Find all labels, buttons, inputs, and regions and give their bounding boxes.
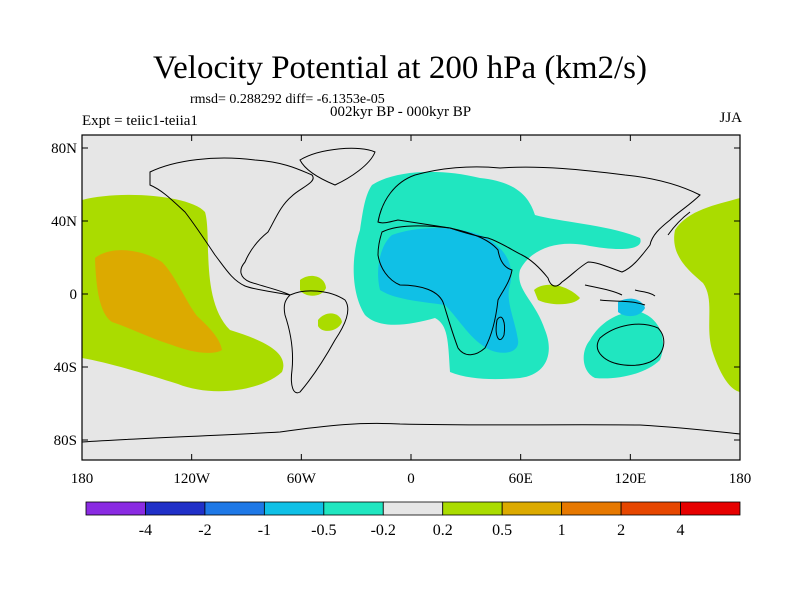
x-tick-label: 120E <box>614 471 646 487</box>
coastline-australia <box>596 323 665 366</box>
experiment-label: Expt = teiic1-teiia1 <box>82 113 198 129</box>
coastline-madagascar <box>495 316 505 340</box>
y-tick-label: 80N <box>51 141 77 157</box>
coastline-north-america <box>149 157 314 296</box>
colorbar-label: -0.2 <box>371 522 396 539</box>
y-tick-label: 40S <box>54 360 77 376</box>
colorbar-swatch <box>145 501 206 516</box>
negative-region-africa-core <box>378 228 519 353</box>
positive-region-west-pacific <box>674 198 740 392</box>
positive-region-indian-ocean <box>534 284 580 305</box>
stats-label: rmsd= 0.288292 diff= -6.1353e-05 <box>190 92 385 107</box>
colorbar-swatch <box>501 501 563 516</box>
coastline-indonesia <box>584 284 656 306</box>
x-tick-label: 60W <box>287 471 317 487</box>
x-tick-label: 60E <box>509 471 533 487</box>
positive-region-brazil <box>318 313 342 331</box>
y-tick-label: 80S <box>54 433 77 449</box>
colorbar-label: -0.5 <box>311 522 336 539</box>
colorbar-label: 2 <box>617 522 625 539</box>
x-tick-label: 180 <box>729 471 752 487</box>
x-tick-label: 0 <box>407 471 415 487</box>
colorbar-swatch <box>620 501 681 516</box>
colorbar-swatch <box>561 501 622 516</box>
y-tick-label: 0 <box>70 287 78 303</box>
season-label: JJA <box>719 110 742 126</box>
period-label: 002kyr BP - 000kyr BP <box>330 104 472 120</box>
x-tick-label: 180 <box>71 471 94 487</box>
coastline-africa <box>377 225 513 356</box>
colorbar-swatch <box>204 501 265 516</box>
colorbar-swatch <box>85 501 146 516</box>
colorbar-swatch <box>323 501 384 516</box>
positive-region-east-pacific-core <box>95 250 222 353</box>
negative-region-australia <box>583 311 664 379</box>
coastline-south-america <box>283 290 349 394</box>
colorbar-swatch <box>442 501 503 516</box>
colorbar-swatch <box>263 501 325 516</box>
colorbar-label: 1 <box>558 522 566 539</box>
colorbar-label: -1 <box>258 522 271 539</box>
y-tick-label: 40N <box>51 214 77 230</box>
coastlines <box>82 147 740 443</box>
colorbar-label: 0.2 <box>433 522 453 539</box>
colorbar-swatch <box>382 501 444 516</box>
coastline-japan <box>667 211 691 236</box>
colorbar: -4 -2 -1 -0.5 -0.2 0.2 0.5 1 2 4 <box>85 501 741 539</box>
colorbar-label: 4 <box>677 522 685 539</box>
colorbar-label: -4 <box>139 522 152 539</box>
x-tick-label: 120W <box>173 471 211 487</box>
colorbar-swatch <box>680 501 741 516</box>
colorbar-label: -2 <box>198 522 211 539</box>
colorbar-label: 0.5 <box>492 522 512 539</box>
plot-title: Velocity Potential at 200 hPa (km2/s) <box>152 50 648 86</box>
axes: 180 120W 60W 0 60E 120E 180 80N 40N 0 40S 80S <box>51 135 751 487</box>
coastline-greenland <box>299 147 376 186</box>
coastline-antarctica <box>82 422 740 443</box>
